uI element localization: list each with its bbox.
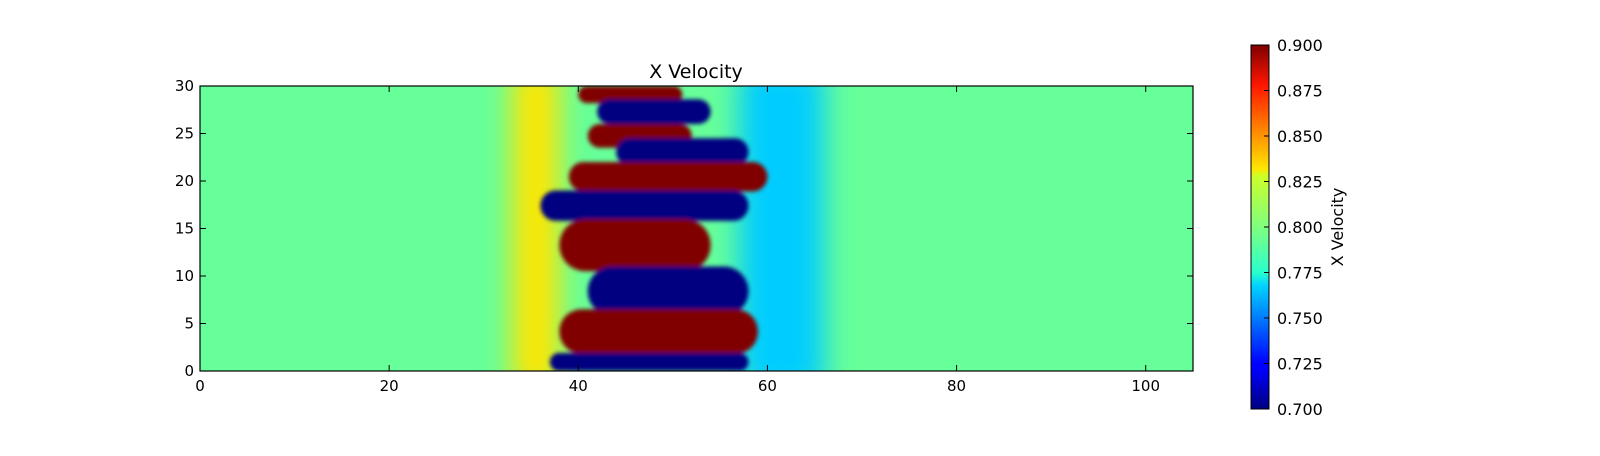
chart-title: X Velocity [649,61,743,83]
colorbar-tick-label: 0.900 [1277,36,1323,55]
colorbar-tick-label: 0.800 [1277,218,1323,237]
colorbar-tick-label: 0.700 [1277,400,1323,419]
heatmap-blob-1 [597,99,711,124]
colorbar-tick-label: 0.875 [1277,82,1323,101]
y-tick-label: 5 [184,315,194,333]
colorbar-label: X Velocity [1328,188,1347,267]
heatmap-field [200,86,1193,371]
heatmap-blob-5 [540,190,749,221]
front-left-band [512,86,560,371]
colorbar-tick-label: 0.850 [1277,127,1323,146]
x-tick-label: 100 [1131,377,1160,395]
colorbar-tick-label: 0.750 [1277,309,1323,328]
x-tick-label: 60 [758,377,777,395]
y-tick-label: 10 [175,267,194,285]
y-axis: 0 5 10 15 20 25 30 [175,77,1193,380]
heatmap-blob-4 [568,162,768,192]
colorbar-tick-label: 0.725 [1277,355,1323,374]
heatmap-blob-9 [549,352,749,371]
y-tick-label: 0 [184,362,194,380]
heatmap-blob-0 [578,86,683,104]
heatmap-blob-7 [587,266,749,316]
x-axis: 0 20 40 60 80 100 [195,86,1160,395]
heatmap-blob-6 [559,219,711,272]
colorbar-tick-label: 0.775 [1277,264,1323,283]
colorbar-tick-label: 0.825 [1277,173,1323,192]
y-tick-label: 30 [175,77,194,95]
x-tick-label: 80 [947,377,966,395]
heatmap-blob-8 [559,309,758,354]
heatmap-blob-3 [616,138,749,166]
y-tick-label: 25 [175,125,194,143]
y-tick-label: 20 [175,172,194,190]
y-tick-label: 15 [175,220,194,238]
x-tick-label: 20 [380,377,399,395]
x-tick-label: 0 [195,377,205,395]
x-tick-label: 40 [569,377,588,395]
colorbar-ticks: 0.700 0.725 0.750 0.775 0.800 0.825 0.850 0.875… [1264,36,1323,419]
